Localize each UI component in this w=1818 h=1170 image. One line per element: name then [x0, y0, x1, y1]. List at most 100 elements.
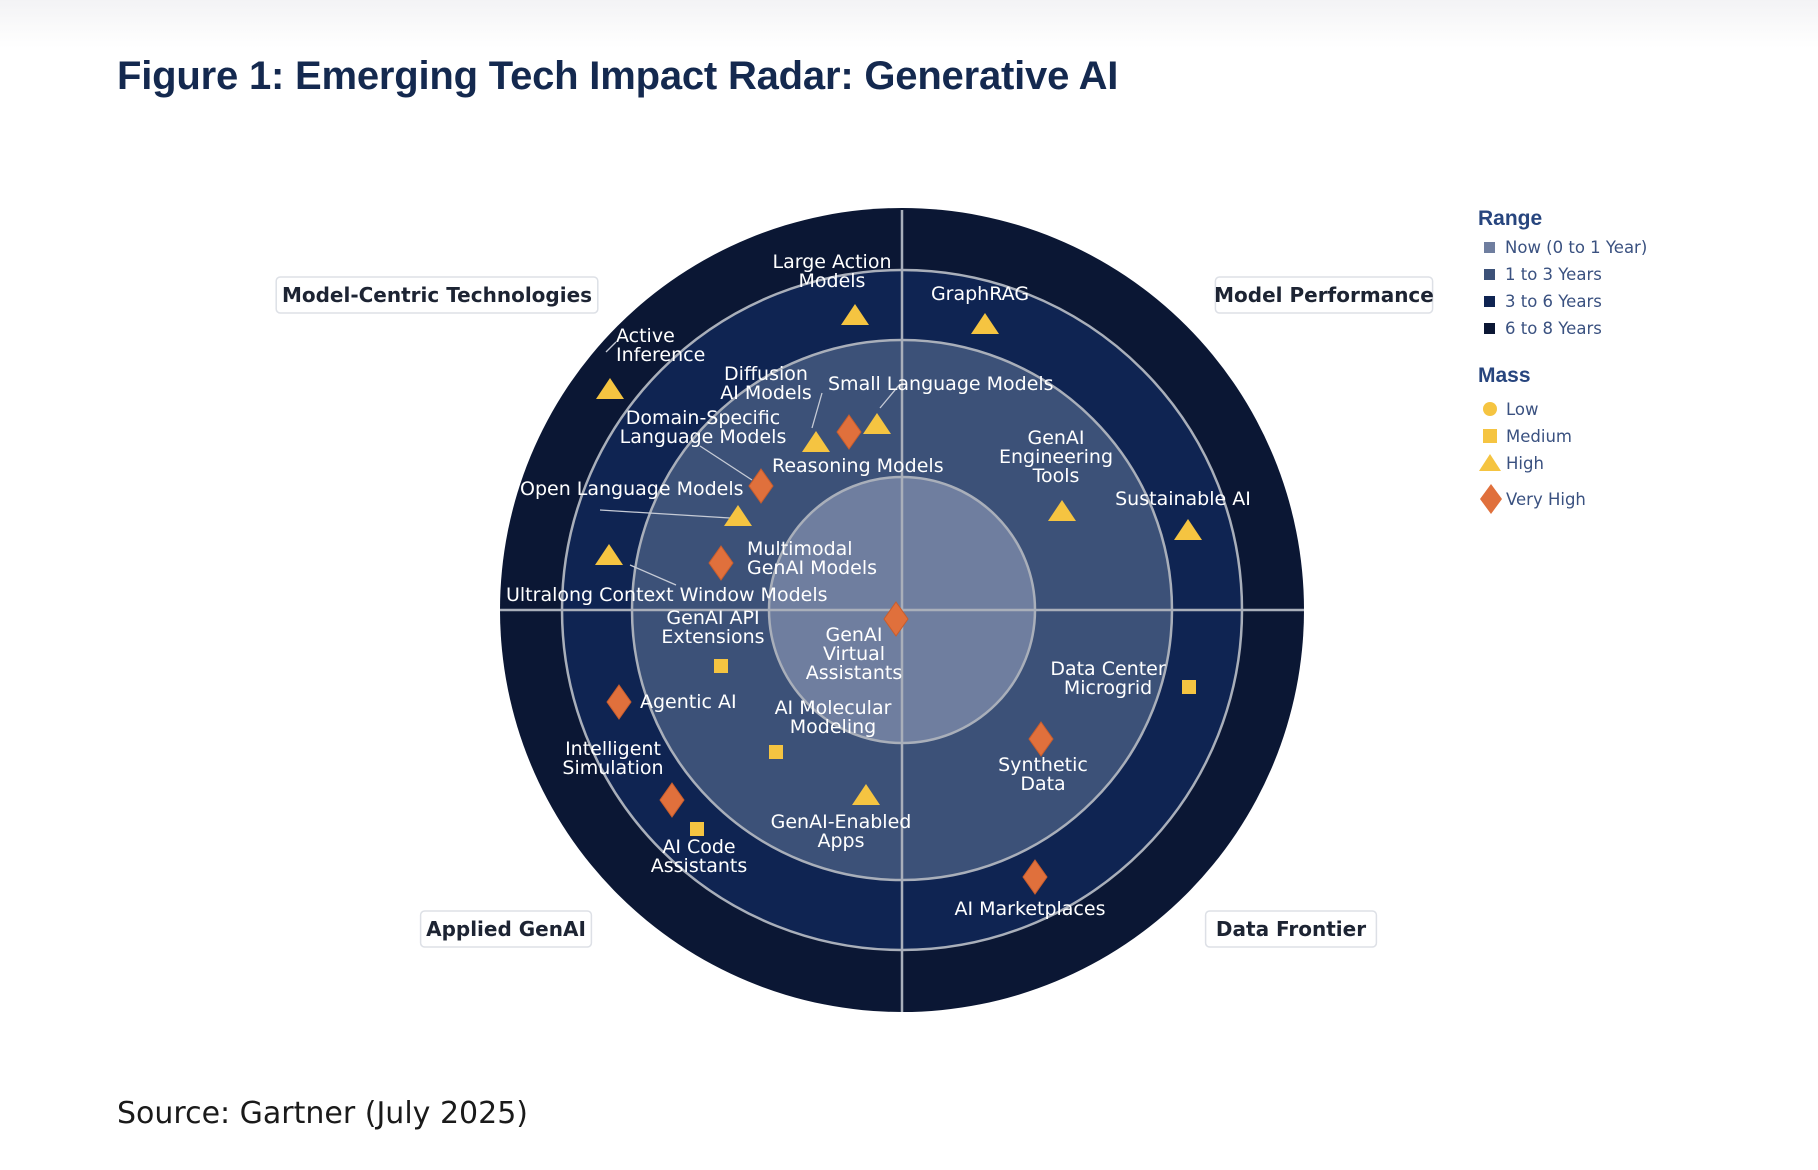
- agentic-ai-diamond-marker: [606, 684, 632, 720]
- data-center-microgrid-label-line: Data Center: [1050, 658, 1166, 680]
- genai-api-extensions-label-line: Extensions: [661, 626, 764, 648]
- genai-api-extensions-label: GenAI API Extensions: [661, 607, 764, 648]
- ai-marketplaces-label-line: AI Marketplaces: [955, 898, 1106, 920]
- legend-range-swatch-2: [1484, 296, 1495, 307]
- ai-molecular-modeling-label-line: Modeling: [790, 716, 876, 738]
- technology-markers: [595, 304, 1202, 895]
- genai-engineering-tools-label-line: Tools: [1032, 465, 1080, 487]
- legend-range-title: Range: [1478, 207, 1542, 230]
- ai-marketplaces-diamond-marker: [1022, 859, 1048, 895]
- quadrant-label-model-performance-box: [1214, 276, 1434, 314]
- data-center-microgrid-label-line: Microgrid: [1064, 677, 1152, 699]
- ultralong-context-window-models-triangle-marker: [595, 544, 623, 565]
- multimodal-genai-models-label: Multimodal GenAI Models: [747, 538, 877, 579]
- genai-api-extensions-label-line: GenAI API: [666, 607, 759, 629]
- genai-engineering-tools-triangle-marker: [1048, 500, 1076, 521]
- diffusion-ai-models-label-line: AI Models: [720, 382, 812, 404]
- legend-range-item-1: 1 to 3 Years: [1505, 265, 1602, 284]
- small-language-models-leader-line: [879, 383, 901, 409]
- genai-api-extensions-square-marker: [714, 659, 728, 673]
- sustainable-ai-label: Sustainable AI: [1115, 488, 1251, 510]
- quadrant-label-model-performance: Model Performance: [1214, 276, 1434, 314]
- active-inference-triangle-marker: [596, 378, 624, 399]
- quadrant-label-data-frontier-box: [1204, 910, 1378, 948]
- genai-engineering-tools-label-line: GenAI: [1027, 427, 1084, 449]
- genai-enabled-apps-label: GenAI-Enabled Apps: [771, 811, 912, 852]
- ai-molecular-modeling-label-line: AI Molecular: [775, 697, 892, 719]
- legend-range-item-0: Now (0 to 1 Year): [1505, 238, 1647, 257]
- reasoning-models-label: Reasoning Models: [772, 455, 944, 477]
- large-action-models-label-line: Large Action: [772, 251, 891, 273]
- agentic-ai-label: Agentic AI: [640, 691, 737, 713]
- technology-labels: Large Action Models GraphRAG Active Inferenc…: [506, 251, 1251, 920]
- quadrant-label-applied-genai-text: Applied GenAI: [426, 917, 586, 941]
- large-action-models-label-line: Models: [799, 270, 866, 292]
- large-action-models-label: Large Action Models: [772, 251, 891, 292]
- genai-engineering-tools-label: GenAI Engineering Tools: [999, 427, 1113, 487]
- reasoning-models-diamond-marker: [748, 468, 774, 504]
- domain-specific-language-models-diamond-marker: [836, 414, 862, 450]
- genai-enabled-apps-label-line: GenAI-Enabled: [771, 811, 912, 833]
- leader-lines: [599, 341, 901, 586]
- open-language-models-label: Open Language Models: [520, 478, 744, 500]
- legend-range-swatch-1: [1484, 269, 1495, 280]
- legend-range-swatch-3: [1484, 323, 1495, 334]
- quadrant-label-model-performance-text: Model Performance: [1214, 283, 1434, 307]
- quadrant-label-data-frontier: Data Frontier: [1204, 910, 1378, 948]
- multimodal-genai-models-diamond-marker: [708, 545, 734, 581]
- genai-virtual-assistants-label: GenAI Virtual Assistants: [806, 624, 902, 684]
- legend: Range Now (0 to 1 Year) 1 to 3 Years 3 to 6…: [1478, 207, 1647, 514]
- genai-enabled-apps-label-line: Apps: [817, 830, 864, 852]
- genai-enabled-apps-triangle-marker: [852, 784, 880, 805]
- quadrant-label-applied-genai-box: [419, 910, 593, 948]
- diffusion-ai-models-label-line: Diffusion: [724, 363, 808, 385]
- intelligent-simulation-label: Intelligent Simulation: [562, 738, 663, 779]
- ai-code-assistants-label: AI Code Assistants: [651, 836, 747, 877]
- small-language-models-label-line: Small Language Models: [828, 373, 1054, 395]
- legend-mass-triangle-icon: [1479, 454, 1501, 471]
- legend-range-item-3: 6 to 8 Years: [1505, 319, 1602, 338]
- quadrant-label-model-centric-text: Model-Centric Technologies: [282, 283, 592, 307]
- data-center-microgrid-square-marker: [1182, 680, 1196, 694]
- graphrag-label-line: GraphRAG: [931, 283, 1029, 305]
- ultralong-context-window-models-leader-line: [629, 564, 677, 586]
- synthetic-data-diamond-marker: [1028, 721, 1054, 757]
- ai-code-assistants-square-marker: [690, 822, 704, 836]
- sustainable-ai-label-line: Sustainable AI: [1115, 488, 1251, 510]
- diffusion-ai-models-triangle-marker: [802, 431, 830, 452]
- synthetic-data-label: Synthetic Data: [998, 754, 1088, 795]
- domain-specific-language-models-label-line: Domain-Specific: [626, 407, 781, 429]
- domain-specific-language-models-label: Domain-Specific Language Models: [620, 407, 787, 448]
- intelligent-simulation-label-line: Simulation: [562, 757, 663, 779]
- legend-mass-diamond-icon: [1480, 484, 1502, 514]
- genai-virtual-assistants-label-line: Virtual: [823, 643, 885, 665]
- synthetic-data-label-line: Data: [1020, 773, 1065, 795]
- open-language-models-triangle-marker: [724, 505, 752, 526]
- ultralong-context-window-models-label-line: Ultralong Context Window Models: [506, 584, 828, 606]
- legend-range-item-2: 3 to 6 Years: [1505, 292, 1602, 311]
- legend-mass-item-2: High: [1506, 454, 1544, 473]
- source-note: Source: Gartner (July 2025): [117, 1096, 528, 1131]
- ai-molecular-modeling-square-marker: [769, 745, 783, 759]
- active-inference-label: Active Inference: [616, 325, 705, 366]
- graphrag-triangle-marker: [971, 313, 999, 334]
- multimodal-genai-models-label-line: Multimodal: [747, 538, 853, 560]
- legend-mass-item-1: Medium: [1506, 427, 1572, 446]
- ai-code-assistants-label-line: AI Code: [662, 836, 735, 858]
- open-language-models-label-line: Open Language Models: [520, 478, 744, 500]
- large-action-models-triangle-marker: [841, 304, 869, 325]
- legend-range-swatch-0: [1484, 242, 1495, 253]
- sustainable-ai-triangle-marker: [1174, 519, 1202, 540]
- data-center-microgrid-label: Data Center Microgrid: [1050, 658, 1166, 699]
- active-inference-leader-line: [605, 341, 617, 353]
- diffusion-ai-models-leader-line: [811, 392, 823, 429]
- diffusion-ai-models-label: Diffusion AI Models: [720, 363, 812, 404]
- open-language-models-leader-line: [599, 509, 731, 519]
- legend-mass-item-3: Very High: [1506, 490, 1586, 509]
- intelligent-simulation-label-line: Intelligent: [565, 738, 661, 760]
- active-inference-label-line: Active: [616, 325, 675, 347]
- ai-code-assistants-label-line: Assistants: [651, 855, 747, 877]
- domain-specific-language-models-label-line: Language Models: [620, 426, 787, 448]
- small-language-models-label: Small Language Models: [828, 373, 1054, 395]
